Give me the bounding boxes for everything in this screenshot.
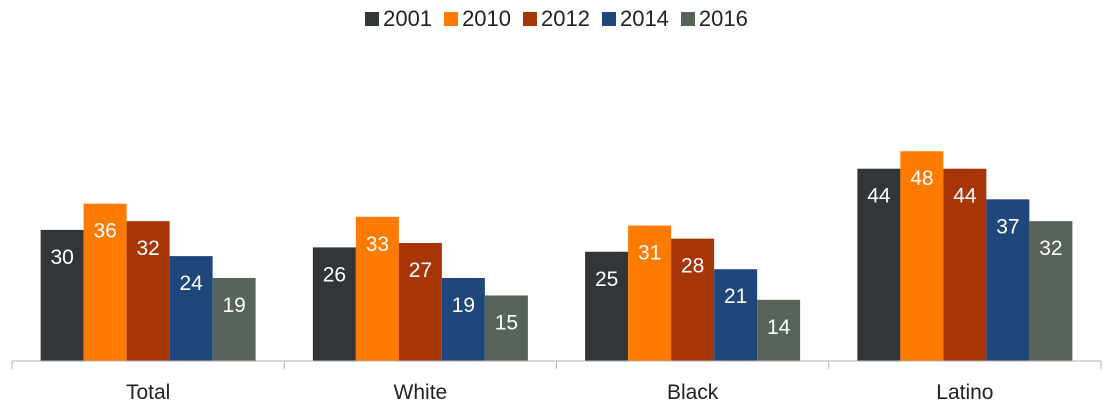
data-label-white-2010: 33 — [366, 233, 389, 256]
data-label-total-2010: 36 — [93, 220, 116, 243]
data-label-total-2012: 32 — [136, 237, 159, 260]
data-label-latino-2014: 37 — [996, 215, 1019, 238]
data-label-latino-2012: 44 — [953, 185, 977, 208]
data-label-black-2001: 25 — [595, 268, 618, 291]
bar-black-2016 — [757, 299, 801, 361]
legend-label-2001: 2001 — [383, 6, 433, 31]
legend-swatch-2016 — [680, 12, 695, 26]
data-label-white-2014: 19 — [452, 294, 475, 317]
bar-white-2016 — [484, 295, 528, 361]
legend-item-2014: 2014 — [601, 6, 669, 32]
bar-white-2010 — [355, 216, 399, 361]
bar-total-2001 — [40, 229, 84, 361]
legend-swatch-2012 — [523, 12, 538, 26]
data-label-total-2016: 19 — [222, 294, 245, 317]
legend-item-2016: 2016 — [680, 6, 748, 32]
bar-black-2012 — [671, 238, 715, 361]
category-label-white: White — [394, 381, 448, 404]
bar-latino-2010 — [900, 151, 944, 361]
category-label-black: Black — [667, 381, 719, 404]
legend-swatch-2010 — [444, 12, 459, 26]
bar-latino-2014 — [986, 199, 1030, 361]
legend-item-2010: 2010 — [444, 6, 511, 32]
data-label-latino-2010: 48 — [910, 167, 933, 190]
legend-item-2012: 2012 — [523, 6, 590, 32]
data-label-white-2016: 15 — [495, 311, 518, 334]
legend-swatch-2001 — [365, 12, 380, 26]
data-label-total-2001: 30 — [50, 246, 73, 269]
data-label-black-2012: 28 — [681, 255, 704, 278]
bar-latino-2016 — [1029, 221, 1073, 361]
bar-black-2001 — [585, 251, 629, 361]
data-label-latino-2001: 44 — [867, 185, 891, 208]
category-label-latino: Latino — [936, 381, 993, 404]
data-label-black-2014: 21 — [724, 285, 747, 308]
data-label-total-2014: 24 — [179, 272, 203, 295]
bar-white-2014 — [441, 277, 485, 361]
bar-total-2016 — [212, 277, 256, 361]
bar-total-2014 — [169, 256, 213, 361]
data-label-white-2012: 27 — [409, 259, 432, 282]
legend-swatch-2014 — [601, 12, 616, 26]
category-label-total: Total — [126, 381, 170, 404]
legend-item-2001: 2001 — [365, 6, 432, 32]
bar-black-2010 — [628, 225, 672, 361]
bar-total-2012 — [126, 221, 170, 361]
bar-total-2010 — [83, 203, 127, 361]
data-label-black-2016: 14 — [767, 316, 791, 339]
bar-white-2001 — [312, 247, 356, 361]
legend-label-2014: 2014 — [619, 6, 669, 31]
legend-label-2016: 2016 — [698, 6, 748, 31]
legend-label-2010: 2010 — [462, 6, 512, 31]
data-label-latino-2016: 32 — [1039, 237, 1062, 260]
bar-latino-2001 — [857, 168, 901, 361]
bar-white-2012 — [398, 243, 442, 361]
bar-black-2014 — [714, 269, 758, 361]
data-label-white-2001: 26 — [323, 263, 346, 286]
chart-legend: 2001 2010 2012 2014 2016 — [0, 6, 1113, 32]
legend-label-2012: 2012 — [541, 6, 590, 31]
bar-latino-2012 — [943, 168, 987, 361]
data-label-black-2010: 31 — [638, 242, 661, 265]
